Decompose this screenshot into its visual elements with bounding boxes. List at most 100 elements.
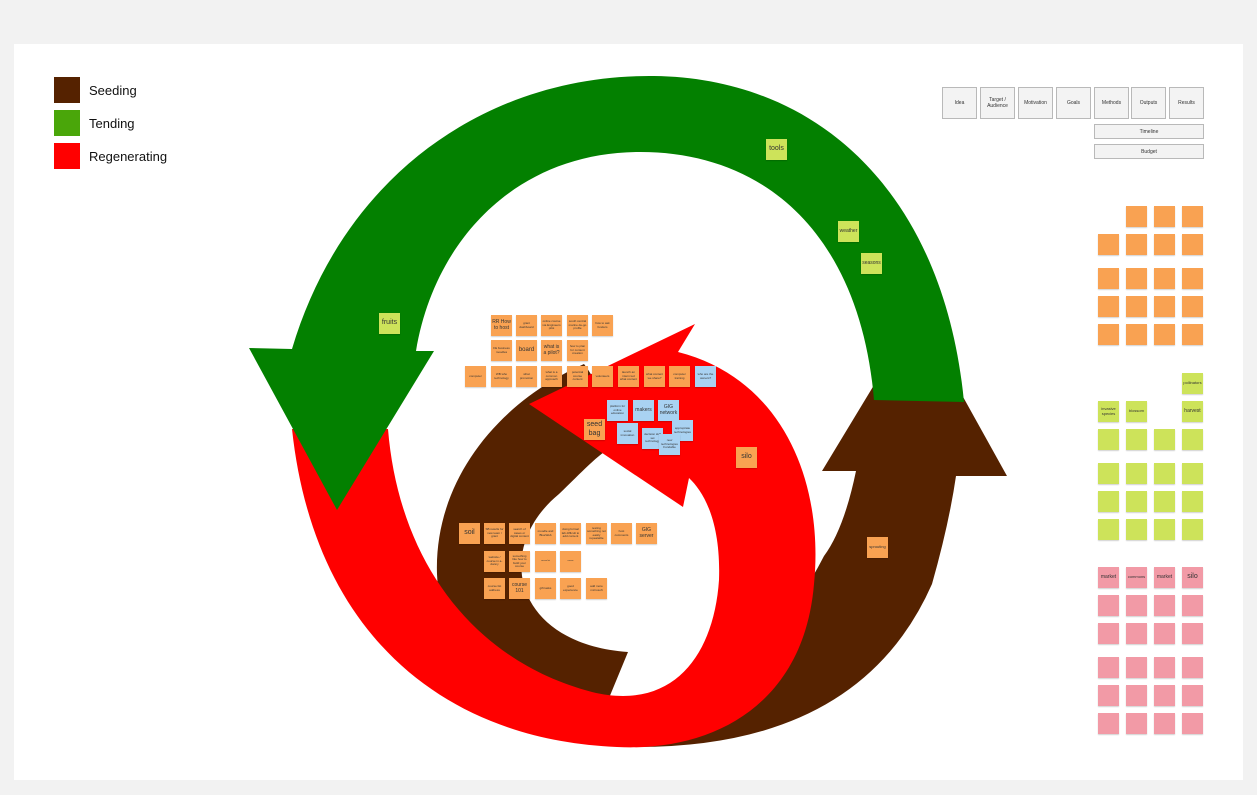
center-sticky-note[interactable]: GIG network [658,400,679,421]
side-sticky-note-blank[interactable] [1098,519,1119,540]
side-sticky-note-blank[interactable] [1182,519,1203,540]
center-sticky-note[interactable]: FE business moodles [491,340,512,361]
center-sticky-note[interactable]: computer training [669,366,690,387]
center-sticky-note[interactable]: something like how to build your course [509,551,530,572]
sticky-note-fruits[interactable]: fruits [379,313,400,334]
side-sticky-note-blank[interactable] [1126,623,1147,644]
side-sticky-note-blank[interactable] [1154,463,1175,484]
template-box-timeline[interactable]: Timeline [1094,124,1204,139]
center-sticky-note[interactable]: makers [633,400,654,421]
center-sticky-note[interactable]: course 101 [509,578,530,599]
whiteboard-canvas[interactable]: Seeding Tending Regenerating Idea Target… [14,44,1243,780]
side-sticky-note-blank[interactable] [1182,713,1203,734]
side-sticky-note-blank[interactable] [1126,595,1147,616]
side-sticky-note-blank[interactable] [1154,623,1175,644]
template-box-idea[interactable]: Idea [942,87,977,119]
center-sticky-note[interactable]: host comments [611,523,632,544]
sticky-note-silo[interactable]: silo [736,447,757,468]
side-sticky-note-blank[interactable] [1182,296,1203,317]
center-sticky-note[interactable]: what is a pilot? [541,340,562,361]
center-sticky-note[interactable]: website / course in a-danny [484,551,505,572]
center-sticky-note[interactable]: search of cases or digital content [509,523,530,544]
side-sticky-note-blank[interactable] [1098,234,1119,255]
side-sticky-note-blank[interactable] [1182,234,1203,255]
side-sticky-note-blank[interactable] [1098,268,1119,289]
side-sticky-note-silo[interactable]: silo [1182,567,1203,588]
side-sticky-note-blank[interactable] [1182,595,1203,616]
center-sticky-note[interactable]: south central marine de-go profile [567,315,588,336]
side-sticky-note-blank[interactable] [1126,463,1147,484]
center-sticky-note[interactable]: platform for online education [607,400,628,421]
side-sticky-note-commons[interactable]: commons [1126,567,1147,588]
side-sticky-note-blank[interactable] [1126,324,1147,345]
sticky-note-seed-bag[interactable]: seed bag [584,419,605,440]
side-sticky-note-blank[interactable] [1126,234,1147,255]
side-sticky-note-blank[interactable] [1182,268,1203,289]
side-sticky-note-blank[interactable] [1098,685,1119,706]
center-sticky-note[interactable]: course list [535,551,556,572]
sticky-note-weather[interactable]: weather [838,221,859,242]
sticky-note-seasons[interactable]: seasons [861,253,882,274]
center-sticky-note[interactable]: what is a common approach [541,366,562,387]
side-sticky-note-blank[interactable] [1098,491,1119,512]
side-sticky-note-market[interactable]: market [1154,567,1175,588]
sticky-note-sprouting[interactable]: sprouting [867,537,888,558]
center-sticky-note[interactable]: computer [465,366,486,387]
side-sticky-note-blank[interactable] [1154,713,1175,734]
side-sticky-note-blank[interactable] [1126,491,1147,512]
center-sticky-note[interactable]: testing something not easily repeatable [586,523,607,544]
template-box-results[interactable]: Results [1169,87,1204,119]
side-sticky-note-blank[interactable] [1126,268,1147,289]
center-sticky-note[interactable]: what promotion [516,366,537,387]
center-sticky-note[interactable]: board [516,340,537,361]
center-sticky-note[interactable]: GIG server [636,523,657,544]
center-sticky-note[interactable]: soil [459,523,480,544]
side-sticky-note-blank[interactable] [1098,463,1119,484]
side-sticky-note-blank[interactable] [1154,519,1175,540]
side-sticky-note-blank[interactable] [1098,595,1119,616]
center-sticky-note[interactable]: potential course content [567,366,588,387]
center-sticky-note[interactable]: WB who technology [491,366,512,387]
template-box-target-audience[interactable]: Target / Audience [980,87,1015,119]
side-sticky-note-blank[interactable] [1154,324,1175,345]
center-sticky-note[interactable]: good experience [560,578,581,599]
template-box-outputs[interactable]: Outputs [1131,87,1166,119]
center-sticky-note[interactable]: course [560,551,581,572]
side-sticky-note-blank[interactable] [1098,657,1119,678]
side-sticky-note-blank[interactable] [1126,296,1147,317]
side-sticky-note-blank[interactable] [1154,268,1175,289]
center-sticky-note[interactable]: launch an intern led what content [618,366,639,387]
side-sticky-note-blank[interactable] [1182,463,1203,484]
template-box-goals[interactable]: Goals [1056,87,1091,119]
center-sticky-note[interactable]: doing formal lab difficult to add conten… [560,523,581,544]
center-sticky-note[interactable]: add more microsoft [586,578,607,599]
side-sticky-note-blank[interactable] [1126,713,1147,734]
side-sticky-note-blank[interactable] [1098,713,1119,734]
center-sticky-note[interactable]: gift tasks [535,578,556,599]
template-box-motivation[interactable]: Motivation [1018,87,1053,119]
side-sticky-note-blank[interactable] [1182,324,1203,345]
center-sticky-note[interactable]: what content we share? [644,366,665,387]
side-sticky-note-invasive-species[interactable]: invasive species [1098,401,1119,422]
center-sticky-note[interactable]: RR How to host [491,315,512,336]
center-sticky-note[interactable]: social innovation [617,423,638,444]
side-sticky-note-blank[interactable] [1154,595,1175,616]
center-sticky-note[interactable]: moodle and BlueWeb [535,523,556,544]
side-sticky-note-blank[interactable] [1126,519,1147,540]
side-sticky-note-blossom[interactable]: blossom [1126,401,1147,422]
side-sticky-note-blank[interactable] [1182,206,1203,227]
side-sticky-note-blank[interactable] [1098,324,1119,345]
side-sticky-note-blank[interactable] [1098,296,1119,317]
center-sticky-note[interactable]: how to ask funders [592,315,613,336]
template-box-methods[interactable]: Methods [1094,87,1129,119]
center-sticky-note[interactable]: new technologies Fundable [659,434,680,455]
side-sticky-note-market[interactable]: market [1098,567,1119,588]
template-box-budget[interactable]: Budget [1094,144,1204,159]
center-sticky-note[interactable]: volunteers [592,366,613,387]
center-sticky-note[interactable]: who are the owners? [695,366,716,387]
side-sticky-note-blank[interactable] [1182,623,1203,644]
side-sticky-note-blank[interactable] [1154,429,1175,450]
center-sticky-note[interactable]: grant dashboard [516,315,537,336]
side-sticky-note-blank[interactable] [1154,657,1175,678]
side-sticky-note-blank[interactable] [1126,685,1147,706]
